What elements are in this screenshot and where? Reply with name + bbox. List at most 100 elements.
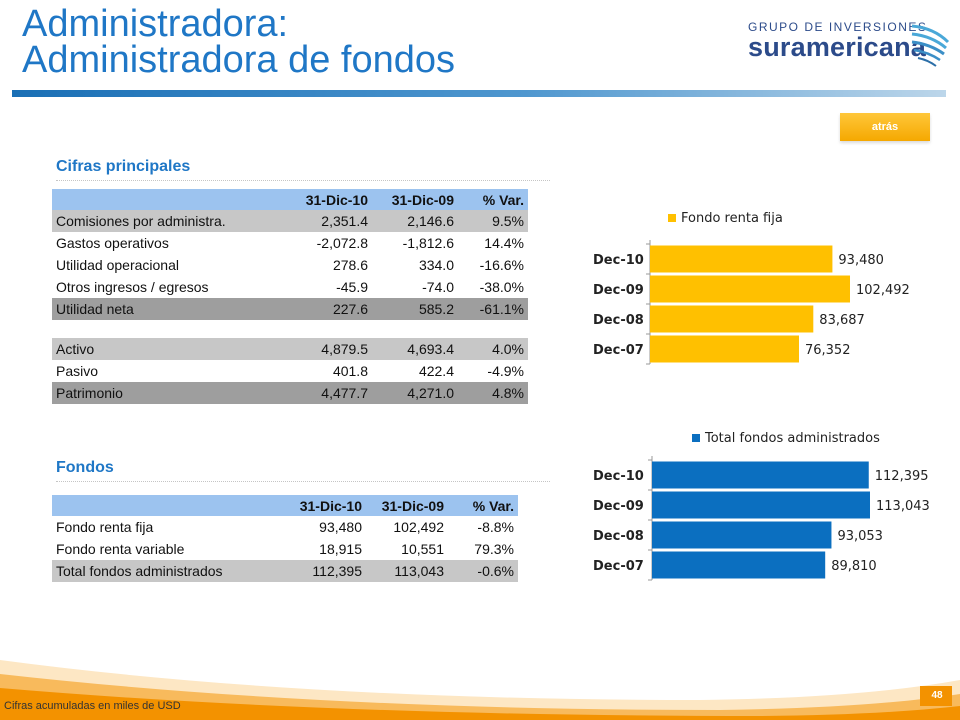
row-label: Gastos operativos xyxy=(56,235,169,251)
table-cell: 10,551 xyxy=(401,541,444,557)
table-header-label xyxy=(52,495,280,516)
table-cell: -45.9 xyxy=(336,279,368,295)
row-label: Patrimonio xyxy=(56,385,123,401)
bar xyxy=(650,335,799,363)
table-spacer xyxy=(52,320,528,338)
chart-total-fondos: Total fondos administrados Dec-10 112,395 D… xyxy=(593,431,930,581)
table-cell: 4,693.4 xyxy=(407,341,454,357)
table-row: Fondo renta fija 93,480 102,492 -8.8% xyxy=(52,516,518,538)
row-label: Utilidad neta xyxy=(56,301,134,317)
table-row: Pasivo 401.8 422.4 -4.9% xyxy=(52,360,528,382)
table-cell: 278.6 xyxy=(332,257,368,273)
table-row: Total fondos administrados 112,395 113,043… xyxy=(52,560,518,582)
table-cell: -74.0 xyxy=(422,279,454,295)
category-label: Dec-10 xyxy=(593,469,644,484)
page-title: Administradora: Administradora de fondos xyxy=(22,3,456,81)
table-row: Gastos operativos -2,072.8 -1,812.6 14.4% xyxy=(52,232,528,254)
back-button[interactable]: atrás xyxy=(840,113,930,141)
title-divider xyxy=(12,90,946,97)
table-cell: -1,812.6 xyxy=(402,235,454,251)
table-row: Activo 4,879.5 4,693.4 4.0% xyxy=(52,338,528,360)
row-label: Activo xyxy=(56,341,95,357)
table-row: Utilidad neta 227.6 585.2 -61.1% xyxy=(52,298,528,320)
category-label: Dec-08 xyxy=(593,529,644,544)
table-cell: -8.8% xyxy=(477,519,514,535)
table-cell: 422.4 xyxy=(418,363,454,379)
company-logo: GRUPO DE INVERSIONES suramericana xyxy=(748,20,950,80)
table-cell: -61.1% xyxy=(479,301,524,317)
table-row: Comisiones por administra. 2,351.4 2,146.6… xyxy=(52,210,528,232)
data-label: 102,492 xyxy=(856,283,910,298)
cifras-table: 31-Dic-10 31-Dic-09 % Var. Comisiones po… xyxy=(52,189,528,404)
table-header-label xyxy=(52,189,288,210)
legend-label: Total fondos administrados xyxy=(704,431,880,446)
table-cell: 585.2 xyxy=(418,301,454,317)
table-cell: -4.9% xyxy=(487,363,524,379)
bar xyxy=(650,275,850,303)
table-cell: 18,915 xyxy=(319,541,362,557)
table-cell: -2,072.8 xyxy=(316,235,368,251)
column-header: 31-Dic-10 xyxy=(305,191,368,208)
legend-swatch xyxy=(668,214,676,222)
page-title-line1: Administradora: xyxy=(22,3,289,45)
table-cell: 4.0% xyxy=(492,341,524,357)
table-cell: 4.8% xyxy=(492,385,524,401)
page-title-line2: Administradora de fondos xyxy=(22,39,456,81)
table-cell: 334.0 xyxy=(418,257,454,273)
table-cell: 9.5% xyxy=(492,213,524,229)
data-label: 83,687 xyxy=(819,313,865,328)
table-cell: 93,480 xyxy=(319,519,362,535)
row-label: Otros ingresos / egresos xyxy=(56,279,209,295)
category-label: Dec-08 xyxy=(593,313,644,328)
table-cell: -0.6% xyxy=(477,563,514,579)
table-cell: 4,271.0 xyxy=(407,385,454,401)
bar xyxy=(652,521,832,549)
row-label: Fondo renta variable xyxy=(56,541,185,557)
table-cell: -16.6% xyxy=(479,257,524,273)
footer-swoosh xyxy=(0,660,960,720)
table-cell: 227.6 xyxy=(332,301,368,317)
table-cell: 4,477.7 xyxy=(321,385,368,401)
category-label: Dec-10 xyxy=(593,253,644,268)
table-header-row: 31-Dic-10 31-Dic-09 % Var. xyxy=(52,189,528,210)
data-label: 112,395 xyxy=(875,469,929,484)
chart-fondo-renta-fija: Fondo renta fija Dec-10 93,480 Dec-09 102,49… xyxy=(593,211,910,365)
category-label: Dec-07 xyxy=(593,343,644,358)
bar xyxy=(652,551,826,579)
bar xyxy=(652,461,869,489)
table-cell: -38.0% xyxy=(479,279,524,295)
data-label: 89,810 xyxy=(831,559,877,574)
row-label: Total fondos administrados xyxy=(56,563,223,579)
table-cell: 14.4% xyxy=(484,235,524,251)
legend-swatch xyxy=(692,434,700,442)
logo-main-text: suramericana xyxy=(748,32,927,62)
section-title-cifras: Cifras principales xyxy=(56,158,191,175)
row-label: Utilidad operacional xyxy=(56,257,179,273)
table-cell: 4,879.5 xyxy=(321,341,368,357)
data-label: 76,352 xyxy=(805,343,851,358)
category-label: Dec-09 xyxy=(593,283,644,298)
row-label: Pasivo xyxy=(56,363,99,379)
bar xyxy=(652,491,870,519)
section-title-fondos: Fondos xyxy=(56,459,114,476)
table-cell: 112,395 xyxy=(312,563,362,579)
data-label: 113,043 xyxy=(876,499,930,514)
table-row: Patrimonio 4,477.7 4,271.0 4.8% xyxy=(52,382,528,404)
column-header: % Var. xyxy=(472,497,514,514)
table-header-row: 31-Dic-10 31-Dic-09 % Var. xyxy=(52,495,518,516)
category-label: Dec-07 xyxy=(593,559,644,574)
footnote: Cifras acumuladas en miles de USD xyxy=(4,700,181,712)
category-label: Dec-09 xyxy=(593,499,644,514)
bar xyxy=(650,305,814,333)
table-cell: 2,146.6 xyxy=(407,213,454,229)
fondos-table: 31-Dic-10 31-Dic-09 % Var. Fondo renta f… xyxy=(52,495,518,582)
table-cell: 2,351.4 xyxy=(321,213,368,229)
bar xyxy=(650,245,833,273)
table-cell: 79.3% xyxy=(474,541,514,557)
table-row: Fondo renta variable 18,915 10,551 79.3% xyxy=(52,538,518,560)
legend-label: Fondo renta fija xyxy=(681,211,783,226)
logo-top-text: GRUPO DE INVERSIONES xyxy=(748,20,928,34)
table-cell: 113,043 xyxy=(394,563,444,579)
column-header: 31-Dic-09 xyxy=(381,497,444,514)
table-cell: 401.8 xyxy=(332,363,368,379)
